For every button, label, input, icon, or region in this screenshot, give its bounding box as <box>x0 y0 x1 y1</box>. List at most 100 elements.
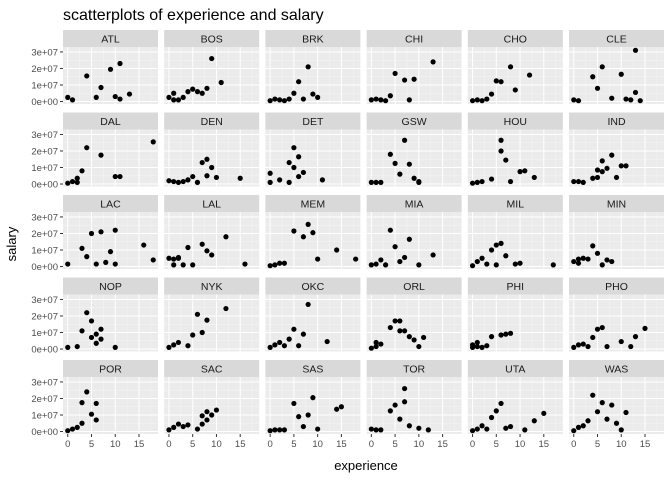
data-point <box>166 94 172 100</box>
data-point <box>310 230 316 236</box>
x-axis-label: experience <box>334 458 398 473</box>
data-point <box>498 137 504 143</box>
data-point <box>392 318 398 324</box>
data-point <box>474 258 480 265</box>
data-point <box>185 422 191 428</box>
data-point <box>209 252 215 258</box>
data-point <box>112 344 118 350</box>
y-tick-label: 2e+07 <box>31 146 58 157</box>
data-point <box>623 96 629 102</box>
data-point <box>88 318 95 324</box>
data-point <box>575 424 582 430</box>
data-point <box>98 84 104 91</box>
data-point <box>291 228 297 234</box>
facet-strip-label: DAL <box>100 116 121 128</box>
data-point <box>180 423 186 430</box>
data-point <box>406 161 412 167</box>
data-point <box>79 245 85 251</box>
data-point <box>488 414 495 421</box>
data-point <box>493 242 499 248</box>
data-point <box>503 157 509 163</box>
data-point <box>474 97 480 103</box>
data-point <box>397 258 403 265</box>
data-point <box>599 400 605 406</box>
data-point <box>609 402 615 408</box>
data-point <box>580 423 586 429</box>
data-point <box>575 260 582 266</box>
data-point <box>474 339 480 346</box>
data-point <box>599 64 605 70</box>
x-tick-label: 15 <box>134 439 145 450</box>
x-tick-label: 10 <box>515 439 526 450</box>
facet-strip <box>265 195 361 212</box>
data-point <box>296 79 302 85</box>
facet-strip-label: LAL <box>202 199 221 211</box>
data-point <box>223 234 229 240</box>
facet-strip <box>366 195 462 212</box>
panel-hou: HOU <box>467 112 563 187</box>
data-point <box>190 86 196 92</box>
data-point <box>171 342 177 348</box>
y-tick-label: 3e+07 <box>31 295 58 306</box>
data-point <box>623 163 629 169</box>
data-point <box>493 408 499 414</box>
data-point <box>590 175 596 181</box>
data-point <box>503 331 509 337</box>
data-point <box>632 334 639 340</box>
panel-uta: UTA 0 5 10 15 <box>467 360 563 450</box>
data-point <box>469 342 476 348</box>
data-point <box>599 158 605 164</box>
data-point <box>267 170 273 176</box>
data-point <box>590 334 596 341</box>
data-point <box>324 338 330 345</box>
data-point <box>291 400 297 407</box>
panel-background <box>366 377 462 434</box>
facet-strip <box>265 112 361 130</box>
data-point <box>585 343 591 350</box>
data-point <box>171 178 177 185</box>
data-point <box>416 425 422 431</box>
data-point <box>479 98 485 104</box>
facet-strip-label: DEN <box>201 116 223 128</box>
panel-gsw: GSW <box>366 112 462 187</box>
data-point <box>185 177 191 183</box>
data-point <box>585 256 591 262</box>
data-point <box>185 89 191 95</box>
y-tick-label: 0e+00 <box>31 262 58 273</box>
data-point <box>580 341 586 347</box>
data-point <box>117 173 123 180</box>
data-point <box>402 385 408 392</box>
panel-tor: TOR 0 5 10 15 <box>366 360 462 450</box>
data-point <box>397 318 403 324</box>
data-point <box>531 174 537 181</box>
data-point <box>571 178 577 185</box>
data-point <box>378 179 384 185</box>
data-point <box>74 424 80 430</box>
facet-strip-label: CLE <box>606 34 626 46</box>
data-point <box>272 427 278 433</box>
facet-strip-label: DET <box>302 116 324 128</box>
data-point <box>300 423 306 430</box>
facet-strip-label: BRK <box>302 34 324 46</box>
data-point <box>387 324 393 331</box>
x-tick-label: 0 <box>268 439 273 450</box>
panel-bos: BOS <box>164 30 260 104</box>
data-point <box>218 79 224 86</box>
facet-strip <box>569 360 664 377</box>
data-point <box>623 409 629 416</box>
facet-strip-label: CHI <box>405 34 423 46</box>
data-point <box>296 154 302 160</box>
y-tick-label: 1e+07 <box>31 81 58 92</box>
facet-strip <box>164 360 260 377</box>
data-point <box>65 180 71 186</box>
data-point <box>469 263 476 269</box>
data-point <box>609 95 615 101</box>
data-point <box>194 311 201 317</box>
panel-dal: DAL 0e+00 1e+07 2e+07 3e+07 <box>31 112 158 191</box>
data-point <box>286 336 292 342</box>
data-point <box>392 244 398 250</box>
data-point <box>305 301 311 308</box>
data-point <box>296 343 302 349</box>
data-point <box>334 406 340 412</box>
data-point <box>498 79 504 85</box>
